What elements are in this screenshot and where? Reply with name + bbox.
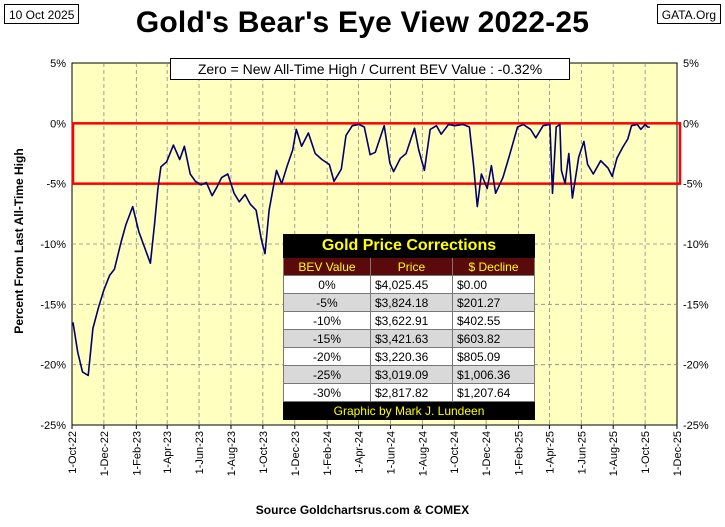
x-tick-label: 1-Oct-22 — [67, 431, 79, 474]
y-tick-label-left: 5% — [50, 58, 66, 70]
table-cell: $201.27 — [451, 293, 536, 312]
x-tick-label: 1-Dec-22 — [99, 431, 111, 476]
table-cell: -30% — [283, 383, 371, 402]
table-row: 0% $4,025.45 $0.00 — [283, 275, 536, 294]
table-header-bev: BEV Value — [283, 257, 371, 276]
table-row: -5% $3,824.18 $201.27 — [283, 293, 536, 312]
table-cell: -15% — [283, 329, 371, 348]
chart-title: Gold's Bear's Eye View 2022-25 — [135, 6, 590, 39]
y-tick-label-left: -5% — [46, 179, 66, 191]
table-cell: $1,006.36 — [451, 365, 536, 384]
y-tick-label-right: -25% — [683, 420, 709, 432]
table-cell: -5% — [283, 293, 371, 312]
y-tick-label-left: -20% — [40, 360, 66, 372]
table-cell: $0.00 — [451, 275, 536, 294]
table-cell: -20% — [283, 347, 371, 366]
table-row: -10% $3,622.91 $402.55 — [283, 311, 536, 330]
x-tick-label: 1-Feb-23 — [131, 431, 143, 476]
y-tick-label-left: 0% — [50, 118, 66, 130]
y-axis-left: 5% 0% -5% -10% -15% -20% -25% — [40, 58, 66, 432]
y-tick-label-right: -10% — [683, 239, 709, 251]
site-tag: GATA.Org — [656, 4, 721, 24]
series-group — [72, 123, 650, 377]
table-cell: $603.82 — [451, 329, 536, 348]
table-cell: -25% — [283, 365, 371, 384]
table-title: Gold Price Corrections — [283, 234, 535, 258]
table-cell: $3,019.09 — [369, 365, 453, 384]
x-tick-label: 1-Dec-25 — [672, 431, 684, 476]
y-tick-label-left: -15% — [40, 299, 66, 311]
x-tick-label: 1-Oct-25 — [640, 431, 652, 474]
x-tick-label: 1-Aug-25 — [608, 431, 620, 476]
y-tick-label-left: -25% — [40, 420, 66, 432]
x-tick-label: 1-Aug-24 — [417, 431, 429, 476]
table-header-decline: $ Decline — [451, 257, 536, 276]
table-row: -15% $3,421.63 $603.82 — [283, 329, 536, 348]
date-tag: 10 Oct 2025 — [4, 4, 80, 24]
correction-band — [71, 122, 682, 185]
y-tick-label-left: -10% — [40, 239, 66, 251]
y-tick-label-right: 5% — [683, 58, 699, 70]
source-note: Source Goldchartsrus.com & COMEX — [255, 503, 470, 517]
table-cell: $4,025.45 — [369, 275, 453, 294]
x-tick-label: 1-Dec-24 — [481, 431, 493, 476]
x-tick-label: 1-Jun-24 — [385, 431, 397, 474]
x-tick-label: 1-Feb-25 — [514, 431, 526, 476]
x-tick-label: 1-Dec-23 — [290, 431, 302, 476]
x-tick-label: 1-Apr-25 — [544, 431, 556, 474]
x-axis: 1-Oct-22 1-Dec-22 1-Feb-23 1-Apr-23 1-Jun-23… — [67, 425, 684, 476]
table-cell: $3,824.18 — [369, 293, 453, 312]
chart-subtitle: Zero = New All-Time High / Current BEV V… — [170, 58, 570, 80]
table-cell: $3,622.91 — [369, 311, 453, 330]
bev-series-line — [72, 123, 650, 377]
table-cell: $3,421.63 — [369, 329, 453, 348]
table-row: -20% $3,220.36 $805.09 — [283, 347, 536, 366]
table-cell: $3,220.36 — [369, 347, 453, 366]
x-tick-label: 1-Jun-25 — [576, 431, 588, 474]
x-tick-label: 1-Apr-23 — [162, 431, 174, 474]
table-cell: $805.09 — [451, 347, 536, 366]
y-tick-label-right: -15% — [683, 299, 709, 311]
x-tick-label: 1-Jun-23 — [194, 431, 206, 474]
y-tick-label-right: -5% — [683, 179, 703, 191]
table-row: -25% $3,019.09 $1,006.36 — [283, 365, 536, 384]
table-header-price: Price — [369, 257, 453, 276]
correction-band-rect — [71, 122, 682, 185]
table-row: -30% $2,817.82 $1,207.64 — [283, 383, 536, 402]
x-tick-label: 1-Oct-23 — [258, 431, 270, 474]
x-tick-label: 1-Oct-24 — [449, 431, 461, 474]
table-footer: Graphic by Mark J. Lundeen — [283, 401, 535, 420]
y-axis-title: Percent From Last All-Time High — [12, 148, 26, 334]
corrections-table: Gold Price Corrections BEV Value Price $… — [283, 234, 536, 420]
y-axis-right: 5% 0% -5% -10% -15% -20% -25% — [683, 58, 709, 432]
table-cell: -10% — [283, 311, 371, 330]
y-tick-label-right: 0% — [683, 118, 699, 130]
x-tick-label: 1-Aug-23 — [226, 431, 238, 476]
y-tick-label-right: -20% — [683, 360, 709, 372]
x-tick-label: 1-Apr-24 — [354, 431, 366, 474]
table-cell: 0% — [283, 275, 371, 294]
table-cell: $2,817.82 — [369, 383, 453, 402]
table-cell: $402.55 — [451, 311, 536, 330]
x-tick-label: 1-Feb-24 — [322, 431, 334, 476]
table-cell: $1,207.64 — [451, 383, 536, 402]
